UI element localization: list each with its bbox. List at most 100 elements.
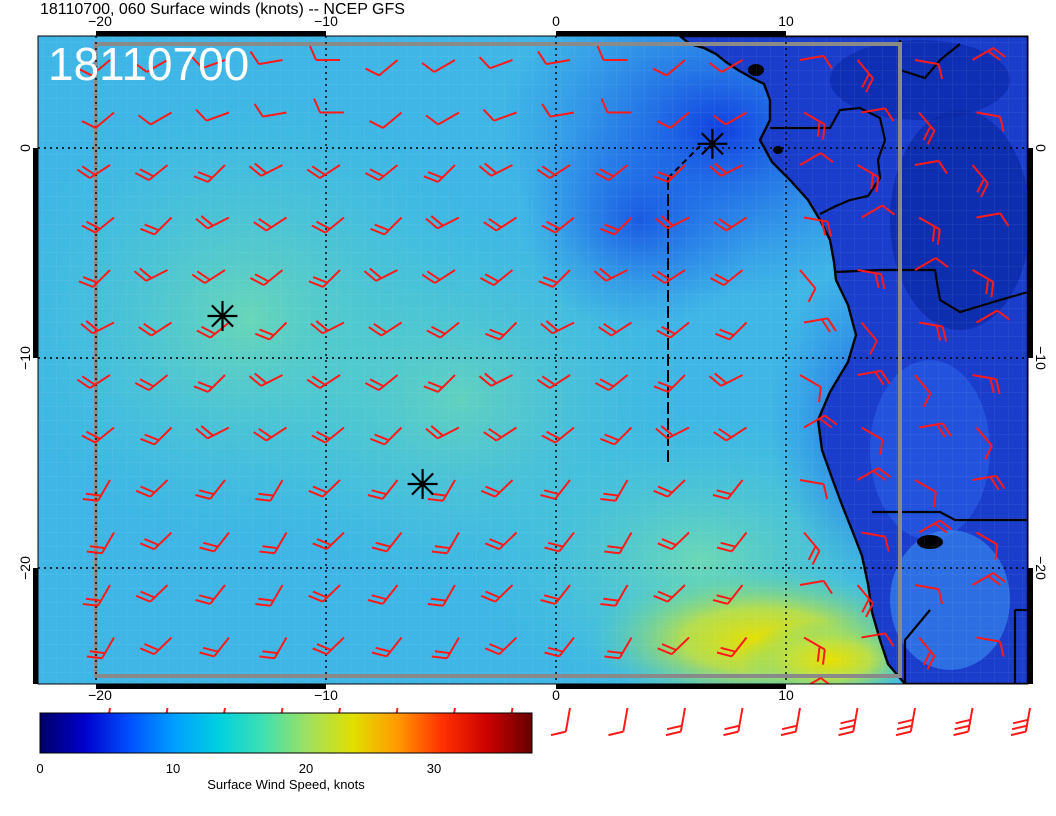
wind-barb — [86, 532, 115, 555]
wind-barb — [1028, 690, 1056, 709]
frame-ticks — [33, 31, 1033, 689]
colorbar: 0 10 20 30 Surface Wind Speed, knots — [36, 712, 533, 792]
wind-barb — [133, 267, 168, 282]
colorbar-ramp — [39, 712, 533, 754]
wind-barb — [81, 216, 115, 234]
wind-barb — [427, 584, 456, 607]
wind-barb — [857, 164, 880, 193]
wind-barb — [312, 531, 345, 551]
wind-barb — [600, 216, 633, 236]
wind-barb — [604, 637, 633, 660]
wind-barb — [363, 267, 398, 282]
section-line — [667, 145, 701, 179]
wind-barb — [780, 707, 801, 737]
wind-barb — [193, 164, 226, 183]
wind-barb — [193, 374, 226, 393]
wind-barb — [803, 531, 821, 565]
wind-barb — [478, 372, 513, 387]
wind-barb — [368, 321, 403, 337]
wind-barb — [604, 532, 633, 555]
wind-barb — [861, 426, 884, 455]
wind-barb — [259, 637, 288, 660]
wind-barb — [78, 269, 111, 288]
wind-barb — [600, 479, 629, 502]
wind-barb — [248, 162, 283, 177]
lon-tick-top: 10 — [778, 13, 794, 29]
wind-barb — [712, 479, 744, 500]
map-title: 18110700, 060 Surface winds (knots) -- N… — [40, 1, 405, 18]
wind-barb — [259, 532, 288, 555]
wind-barb — [976, 531, 999, 560]
wind-barb — [544, 531, 575, 553]
wind-barb — [914, 479, 937, 508]
wind-barb — [76, 374, 111, 389]
wind-barb — [370, 216, 403, 236]
wind-barb — [308, 269, 341, 288]
wind-barb — [656, 111, 690, 129]
wind-barb — [134, 374, 169, 391]
wind-barb — [972, 572, 1007, 586]
wind-barb — [838, 707, 859, 737]
wind-barb — [976, 309, 1011, 324]
contour-texture — [38, 36, 1028, 684]
wind-barb — [140, 216, 173, 236]
wind-barb — [370, 426, 403, 446]
wind-barb — [803, 111, 826, 140]
wind-barb — [657, 531, 690, 551]
wind-barb — [195, 479, 226, 500]
wind-barb — [544, 636, 575, 658]
wind-barb — [972, 474, 1006, 491]
wind-barb — [716, 531, 748, 553]
wind-barb — [253, 103, 287, 118]
wind-barb — [976, 111, 1005, 132]
wind-barb — [716, 636, 748, 658]
wind-barb — [915, 685, 947, 704]
wind-barb — [426, 321, 460, 339]
wind-barb — [593, 267, 628, 282]
wind-barb — [196, 321, 230, 339]
wind-barb — [655, 215, 690, 230]
wind-barb — [799, 579, 833, 595]
wind-barb — [799, 269, 817, 303]
wind-barb — [312, 636, 345, 656]
wind-barb — [914, 59, 944, 80]
colorbar-tick: 20 — [299, 761, 313, 776]
wind-barb — [953, 707, 974, 737]
axis-tick-labels: −20 −10 0 10 −20 −10 0 10 0 −10 −20 0 −1… — [17, 13, 1049, 703]
wind-barb — [421, 269, 456, 284]
graticule — [38, 36, 1028, 684]
wind-barb — [799, 374, 822, 403]
wind-barb — [306, 374, 341, 389]
wind-barb — [255, 584, 284, 607]
wind-barb — [77, 59, 111, 77]
wind-barb — [484, 636, 518, 656]
wind-barb — [540, 584, 571, 605]
wind-barb — [803, 414, 838, 429]
wind-barb — [431, 532, 460, 555]
wind-barb — [914, 584, 944, 605]
wind-barb — [364, 164, 399, 181]
wind-barb — [918, 422, 952, 438]
wind-barb — [1032, 428, 1056, 447]
wind-barb — [652, 59, 686, 77]
wind-barb — [483, 426, 518, 442]
wind-barb — [723, 707, 744, 737]
wind-barb — [480, 584, 514, 603]
wind-barb — [715, 321, 748, 341]
wind-barb — [249, 50, 283, 66]
wind-barb — [191, 56, 226, 70]
lon-tick-bottom: −10 — [314, 687, 338, 703]
wind-barb — [976, 636, 1005, 657]
station-markers — [207, 128, 728, 499]
wind-barb — [371, 636, 403, 658]
wind-barb — [861, 107, 895, 122]
wind-barb — [308, 479, 341, 498]
lon-tick-bottom: −20 — [88, 687, 112, 703]
wind-barb — [713, 426, 748, 442]
wind-barb — [600, 426, 633, 446]
wind-barb — [653, 584, 686, 603]
wind-barb — [310, 320, 345, 335]
wind-barb — [1010, 707, 1031, 737]
wind-barb — [538, 269, 571, 288]
